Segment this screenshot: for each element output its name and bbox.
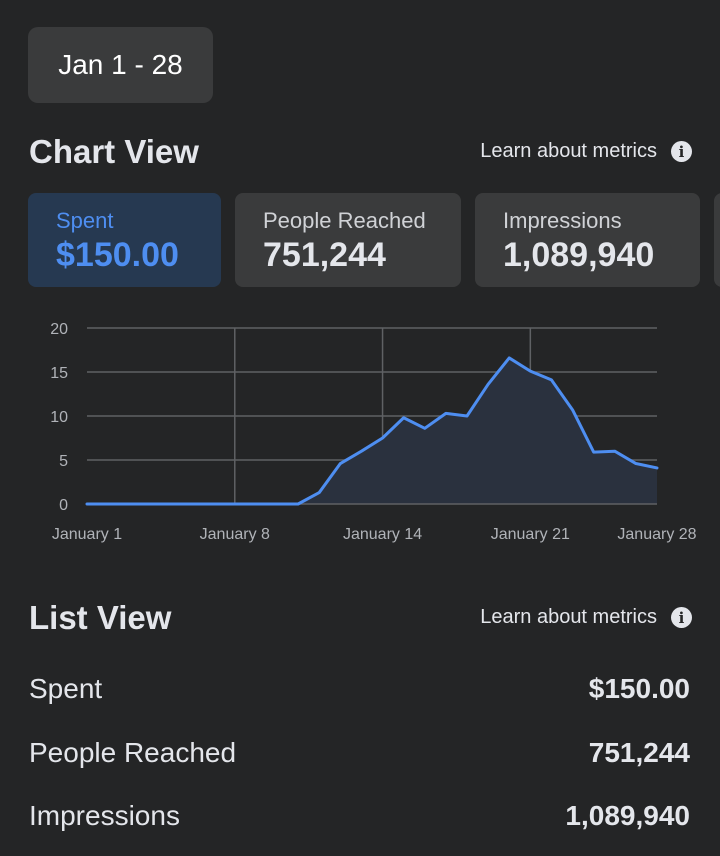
metric-cards: Spent $150.00 People Reached 751,244 Imp… xyxy=(28,193,720,287)
y-tick-label: 0 xyxy=(59,497,68,514)
list-label: Impressions xyxy=(29,800,180,831)
info-icon: i xyxy=(671,141,692,162)
list-label: People Reached xyxy=(29,737,237,768)
spent-series-line xyxy=(85,356,659,506)
y-tick-label: 10 xyxy=(50,409,68,426)
metric-label: Spent xyxy=(56,208,114,233)
spent-chart: 0 5 10 15 20 January 1 January 8 January 14 Janu… xyxy=(50,321,696,543)
x-tick-label: January 21 xyxy=(491,526,570,543)
metric-card-next[interactable] xyxy=(714,193,720,287)
list-row-spent: Spent $150.00 xyxy=(29,673,690,705)
metric-card-spent[interactable]: Spent $150.00 xyxy=(28,193,221,287)
metric-label: Impressions xyxy=(503,208,622,233)
list-row-people-reached: People Reached 751,244 xyxy=(29,737,690,769)
metric-value: 1,089,940 xyxy=(503,236,655,274)
x-tick-label: January 8 xyxy=(200,526,270,543)
list-value: 1,089,940 xyxy=(565,800,690,831)
learn-link-label: Learn about metrics xyxy=(480,606,657,628)
area-fill xyxy=(87,357,657,504)
list-view-title: List View xyxy=(29,599,172,636)
list-label: Spent xyxy=(29,673,103,704)
x-tick-label: January 1 xyxy=(52,526,122,543)
metric-card-people-reached[interactable]: People Reached 751,244 xyxy=(235,193,461,287)
list-row-impressions: Impressions 1,089,940 xyxy=(29,800,690,832)
info-icon: i xyxy=(671,607,692,628)
date-range-button[interactable]: Jan 1 - 28 xyxy=(28,27,213,103)
y-tick-label: 15 xyxy=(50,365,68,382)
learn-about-metrics-link[interactable]: Learn about metrics i xyxy=(480,140,692,163)
y-tick-label: 5 xyxy=(59,453,68,470)
learn-about-metrics-link-list[interactable]: Learn about metrics i xyxy=(480,606,692,629)
metric-value: 751,244 xyxy=(263,236,386,274)
metric-value: $150.00 xyxy=(56,236,179,274)
list-value: $150.00 xyxy=(588,673,690,704)
x-tick-label: January 14 xyxy=(343,526,422,543)
learn-link-label: Learn about metrics xyxy=(480,140,657,162)
list-value: 751,244 xyxy=(588,737,690,768)
chart-view-title: Chart View xyxy=(29,133,199,170)
x-tick-label: January 28 xyxy=(617,526,696,543)
y-tick-label: 20 xyxy=(50,321,68,338)
metric-card-impressions[interactable]: Impressions 1,089,940 xyxy=(475,193,700,287)
metric-label: People Reached xyxy=(263,208,426,233)
